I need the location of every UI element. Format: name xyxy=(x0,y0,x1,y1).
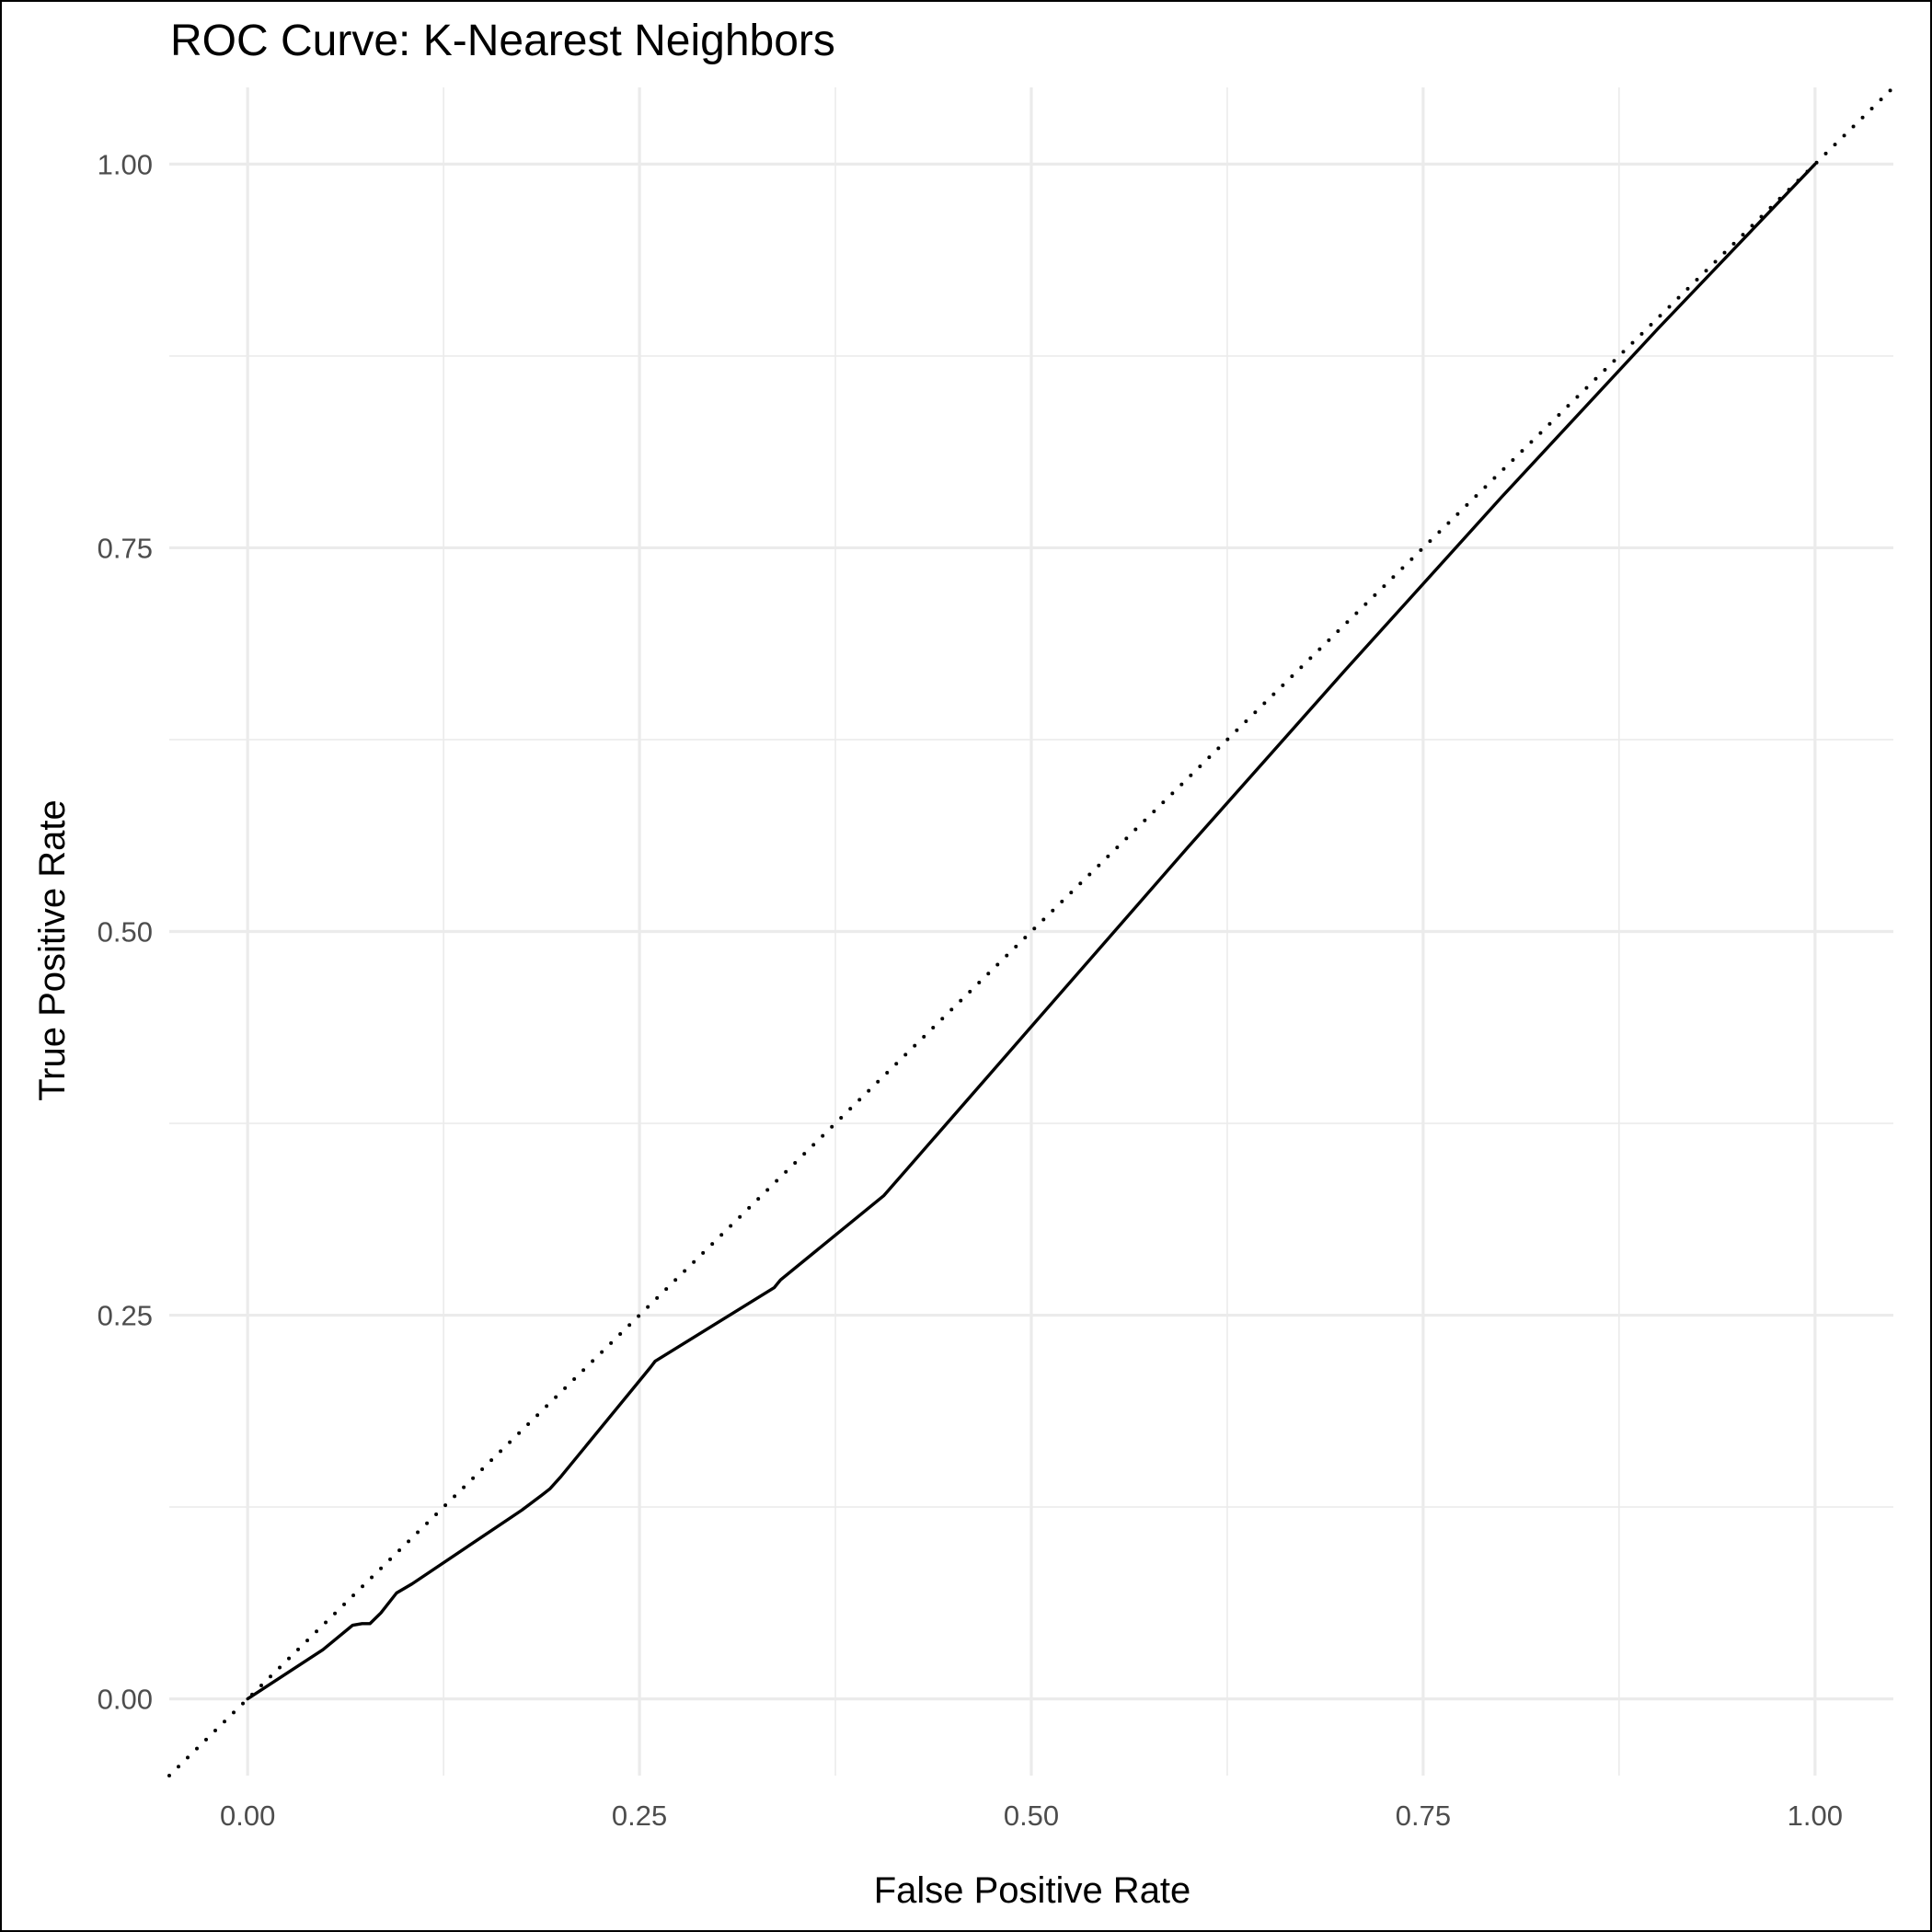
x-tick-label: 0.75 xyxy=(1396,1800,1451,1832)
series-layer xyxy=(167,86,1895,1777)
y-axis-title: True Positive Rate xyxy=(32,799,73,1101)
y-tick-label: 0.50 xyxy=(98,916,153,949)
tick-labels: 0.00 0.25 0.50 0.75 1.00 0.00 0.25 0.50 0.75 1.00 xyxy=(98,148,1843,1832)
roc-curve-line xyxy=(246,162,1817,1701)
y-tick-label: 0.25 xyxy=(98,1300,153,1332)
reference-diagonal-line xyxy=(167,86,1895,1777)
x-tick-label: 0.25 xyxy=(612,1800,667,1832)
y-tick-label: 0.75 xyxy=(98,532,153,564)
y-tick-label: 0.00 xyxy=(98,1684,153,1716)
y-tick-label: 1.00 xyxy=(98,148,153,180)
grid xyxy=(169,87,1893,1776)
x-tick-label: 0.00 xyxy=(220,1800,275,1832)
x-tick-label: 1.00 xyxy=(1788,1800,1843,1832)
x-axis-title: False Positive Rate xyxy=(874,1870,1191,1911)
x-tick-label: 0.50 xyxy=(1004,1800,1059,1832)
chart-title: ROC Curve: K-Nearest Neighbors xyxy=(170,17,835,65)
